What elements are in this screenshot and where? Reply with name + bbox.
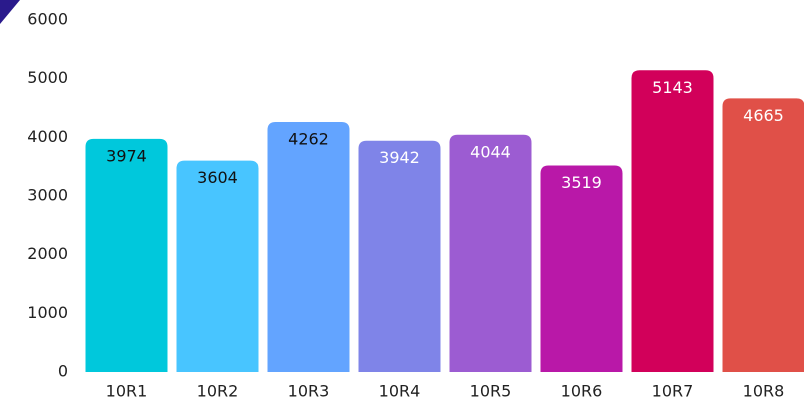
data-label: 3974 [106, 146, 147, 165]
x-tick-label: 10R4 [379, 382, 421, 401]
x-tick-label: 10R7 [652, 382, 694, 401]
data-label: 4044 [470, 142, 511, 161]
data-label: 3604 [197, 168, 238, 187]
x-tick-label: 10R3 [288, 382, 330, 401]
bar [631, 70, 714, 372]
bar [540, 165, 623, 372]
bar [176, 160, 259, 372]
x-tick-label: 10R5 [470, 382, 512, 401]
x-tick-label: 10R1 [106, 382, 148, 401]
y-tick-label: 6000 [27, 10, 68, 29]
y-tick-label: 2000 [27, 244, 68, 263]
y-tick-label: 4000 [27, 127, 68, 146]
data-label: 3519 [561, 173, 602, 192]
y-tick-label: 1000 [27, 303, 68, 322]
x-tick-label: 10R8 [743, 382, 785, 401]
bar [267, 121, 350, 372]
bar [358, 140, 441, 372]
bar [449, 134, 532, 372]
x-tick-label: 10R2 [197, 382, 239, 401]
corner-decoration [0, 0, 20, 24]
data-label: 3942 [379, 148, 420, 167]
y-tick-label: 5000 [27, 68, 68, 87]
data-label: 4262 [288, 129, 329, 148]
bar [722, 98, 804, 372]
x-tick-label: 10R6 [561, 382, 603, 401]
y-tick-label: 3000 [27, 186, 68, 205]
bar [85, 138, 168, 372]
y-tick-label: 0 [58, 362, 68, 381]
data-label: 5143 [652, 78, 693, 97]
data-label: 4665 [743, 106, 784, 125]
